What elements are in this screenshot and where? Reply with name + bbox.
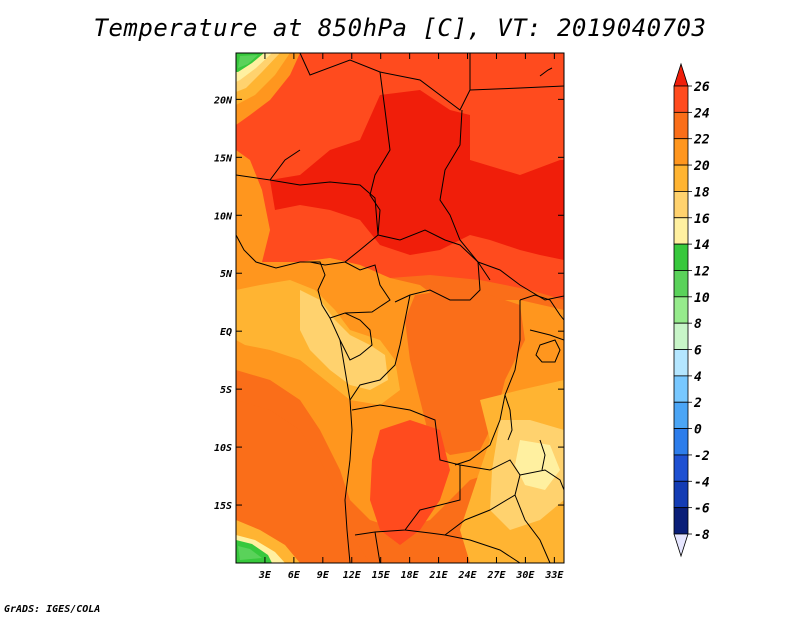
lat-tick-label: 15S [214, 501, 232, 512]
border-chad-sudan [439, 109, 491, 281]
lat-tick-label: 20N [213, 95, 233, 106]
longitude-axis: 3E 6E 9E 12E 15E 18E 21E 24E 27E 30E 33E [258, 53, 564, 581]
colorbar-swatch [673, 243, 689, 271]
map-frame [235, 52, 565, 564]
colorbar-label: 20 [693, 159, 710, 174]
colorbar-label: -2 [694, 449, 710, 464]
border-south-sudan [477, 261, 564, 301]
field-east-14 [515, 440, 560, 490]
colorbar-swatch [673, 322, 689, 350]
field-angola-24 [370, 420, 450, 545]
colorbar-label: 4 [694, 370, 702, 385]
colorbar-label: 8 [694, 317, 702, 332]
border-drc-east [454, 300, 521, 466]
border-east-africa [519, 294, 564, 341]
colorbar-label: 6 [694, 344, 702, 359]
border-zambia [444, 459, 521, 536]
lat-tick-label: 10N [214, 211, 233, 222]
lat-tick-label: 15N [214, 153, 233, 164]
lon-tick-label: 18E [401, 570, 420, 581]
colorbar-swatch [673, 296, 689, 324]
lat-tick-label: 5S [220, 385, 232, 396]
lake-victoria [535, 339, 561, 363]
lon-tick-label: 6E [288, 570, 301, 581]
border-mozambique [514, 469, 564, 563]
border-car [377, 229, 481, 303]
colorbar-swatch [673, 507, 689, 535]
field-ocean-20 [236, 150, 270, 262]
lake-malawi [539, 439, 546, 471]
colorbar-label: -6 [694, 502, 710, 517]
border-nigeria [269, 179, 379, 266]
latitude-axis: 20N 15N 10N 5N EQ 5S 10S 15S [213, 95, 564, 512]
red-sea-coast [539, 67, 553, 77]
field-sw-cool-10 [238, 546, 262, 560]
border-niger-chad [369, 71, 391, 236]
colorbar-label: 10 [694, 291, 710, 306]
colorbar-swatch [673, 349, 689, 377]
colorbar-swatch [673, 401, 689, 429]
colorbar-label: 14 [694, 238, 710, 253]
lon-tick-label: 24E [457, 570, 477, 581]
field-south-22 [236, 400, 370, 563]
lon-tick-label: 3E [258, 570, 272, 581]
colorbar-swatch [673, 454, 689, 482]
border-libya-egypt [469, 85, 564, 91]
border-angola [351, 404, 461, 536]
lat-tick-label: 5N [220, 269, 233, 280]
colorbar-min-triangle [673, 533, 689, 558]
colorbar-label: 18 [694, 185, 710, 200]
colorbar-swatch [673, 270, 689, 298]
colorbar-max-triangle [673, 62, 689, 87]
lon-tick-label: 12E [343, 570, 362, 581]
colorbar-label: 16 [694, 212, 710, 227]
field-gabon-16 [300, 290, 388, 390]
colorbar-swatch [673, 480, 689, 509]
lat-tick-label: EQ [220, 327, 232, 338]
colorbar-label: -4 [694, 475, 710, 490]
temperature-field [236, 53, 564, 563]
colorbar-label: 22 [693, 133, 710, 148]
colorbar-swatch [673, 111, 689, 140]
footer-credit: GrADS: IGES/COLA [4, 604, 101, 615]
colorbar-label: 0 [694, 423, 702, 438]
colorbar-label: 12 [694, 264, 710, 279]
colorbar-label: 26 [693, 80, 710, 95]
border-cameroon [344, 261, 391, 314]
lake-tanganyika [504, 394, 513, 441]
lon-tick-label: 27E [486, 570, 506, 581]
colorbar-label: -8 [694, 528, 710, 543]
lon-tick-label: 21E [429, 570, 449, 581]
colorbar-swatch [673, 138, 689, 166]
colorbar-label: 2 [693, 396, 702, 411]
field-sahel-26 [270, 90, 564, 260]
colorbar-swatch [673, 164, 689, 192]
border-namibia [374, 529, 521, 563]
coastline-west [236, 234, 353, 563]
border-drc-north [349, 294, 411, 401]
lon-tick-label: 33E [544, 570, 564, 581]
colorbar-label: 24 [693, 106, 710, 121]
colorbar-swatch [673, 191, 689, 219]
colorbar-swatch [673, 428, 689, 456]
border-congo-gabon [329, 312, 373, 361]
border-algeria-niger [299, 53, 471, 111]
chart-title: Temperature at 850hPa [C], VT: 201904070… [93, 14, 707, 42]
lon-tick-label: 15E [372, 570, 391, 581]
colorbar-swatch [673, 375, 689, 403]
country-borders [236, 53, 564, 563]
colorbar-swatch [673, 85, 689, 113]
lon-tick-label: 30E [515, 570, 535, 581]
colorbar-swatch [673, 217, 689, 245]
field-nw-cool-10 [238, 55, 258, 68]
border-mali-niger [236, 149, 301, 181]
lat-tick-label: 10S [214, 443, 232, 454]
lon-tick-label: 9E [317, 570, 330, 581]
